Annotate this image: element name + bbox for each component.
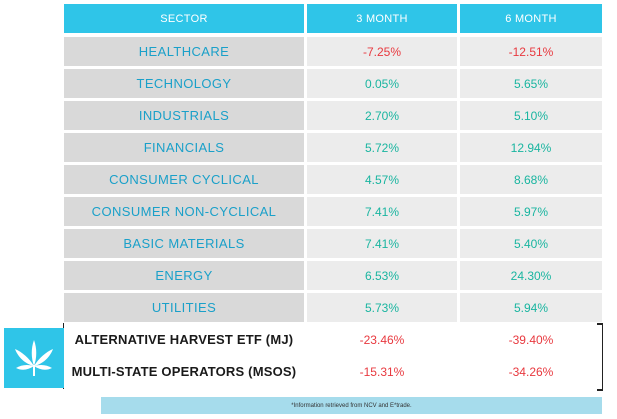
highlight-border-bottom: [597, 389, 603, 391]
three-month-value: -23.46%: [307, 325, 457, 354]
three-month-value: 5.72%: [307, 133, 457, 162]
header-sector: SECTOR: [64, 4, 304, 33]
three-month-value: 2.70%: [307, 101, 457, 130]
sector-cell: BASIC MATERIALS: [64, 229, 304, 258]
six-month-value: 5.97%: [460, 197, 602, 226]
six-month-value: 24.30%: [460, 261, 602, 290]
sector-cell: CONSUMER CYCLICAL: [64, 165, 304, 194]
three-month-value: 7.41%: [307, 229, 457, 258]
sector-cell: ALTERNATIVE HARVEST ETF (MJ): [64, 325, 304, 354]
footer-note: *Information retrieved from NCV and E*tr…: [101, 397, 602, 414]
three-month-value: -15.31%: [307, 357, 457, 386]
sector-cell: TECHNOLOGY: [64, 69, 304, 98]
three-month-value: 7.41%: [307, 197, 457, 226]
highlight-border-right: [602, 323, 603, 389]
sector-cell: FINANCIALS: [64, 133, 304, 162]
sector-cell: ENERGY: [64, 261, 304, 290]
six-month-value: 5.10%: [460, 101, 602, 130]
highlight-border-top: [597, 323, 603, 325]
three-month-value: 4.57%: [307, 165, 457, 194]
sector-cell: CONSUMER NON-CYCLICAL: [64, 197, 304, 226]
header-3-month: 3 MONTH: [307, 4, 457, 33]
cannabis-leaf-icon: [15, 340, 53, 376]
three-month-value: 0.05%: [307, 69, 457, 98]
six-month-value: 5.94%: [460, 293, 602, 322]
sector-cell: MULTI-STATE OPERATORS (MSOS): [64, 357, 304, 386]
three-month-value: -7.25%: [307, 37, 457, 66]
six-month-value: -12.51%: [460, 37, 602, 66]
three-month-value: 6.53%: [307, 261, 457, 290]
six-month-value: -39.40%: [460, 325, 602, 354]
sector-cell: UTILITIES: [64, 293, 304, 322]
header-6-month: 6 MONTH: [460, 4, 602, 33]
sector-cell: INDUSTRIALS: [64, 101, 304, 130]
six-month-value: 12.94%: [460, 133, 602, 162]
three-month-value: 5.73%: [307, 293, 457, 322]
cannabis-logo: [4, 328, 64, 388]
six-month-value: 5.40%: [460, 229, 602, 258]
sector-cell: HEALTHCARE: [64, 37, 304, 66]
six-month-value: -34.26%: [460, 357, 602, 386]
six-month-value: 8.68%: [460, 165, 602, 194]
six-month-value: 5.65%: [460, 69, 602, 98]
